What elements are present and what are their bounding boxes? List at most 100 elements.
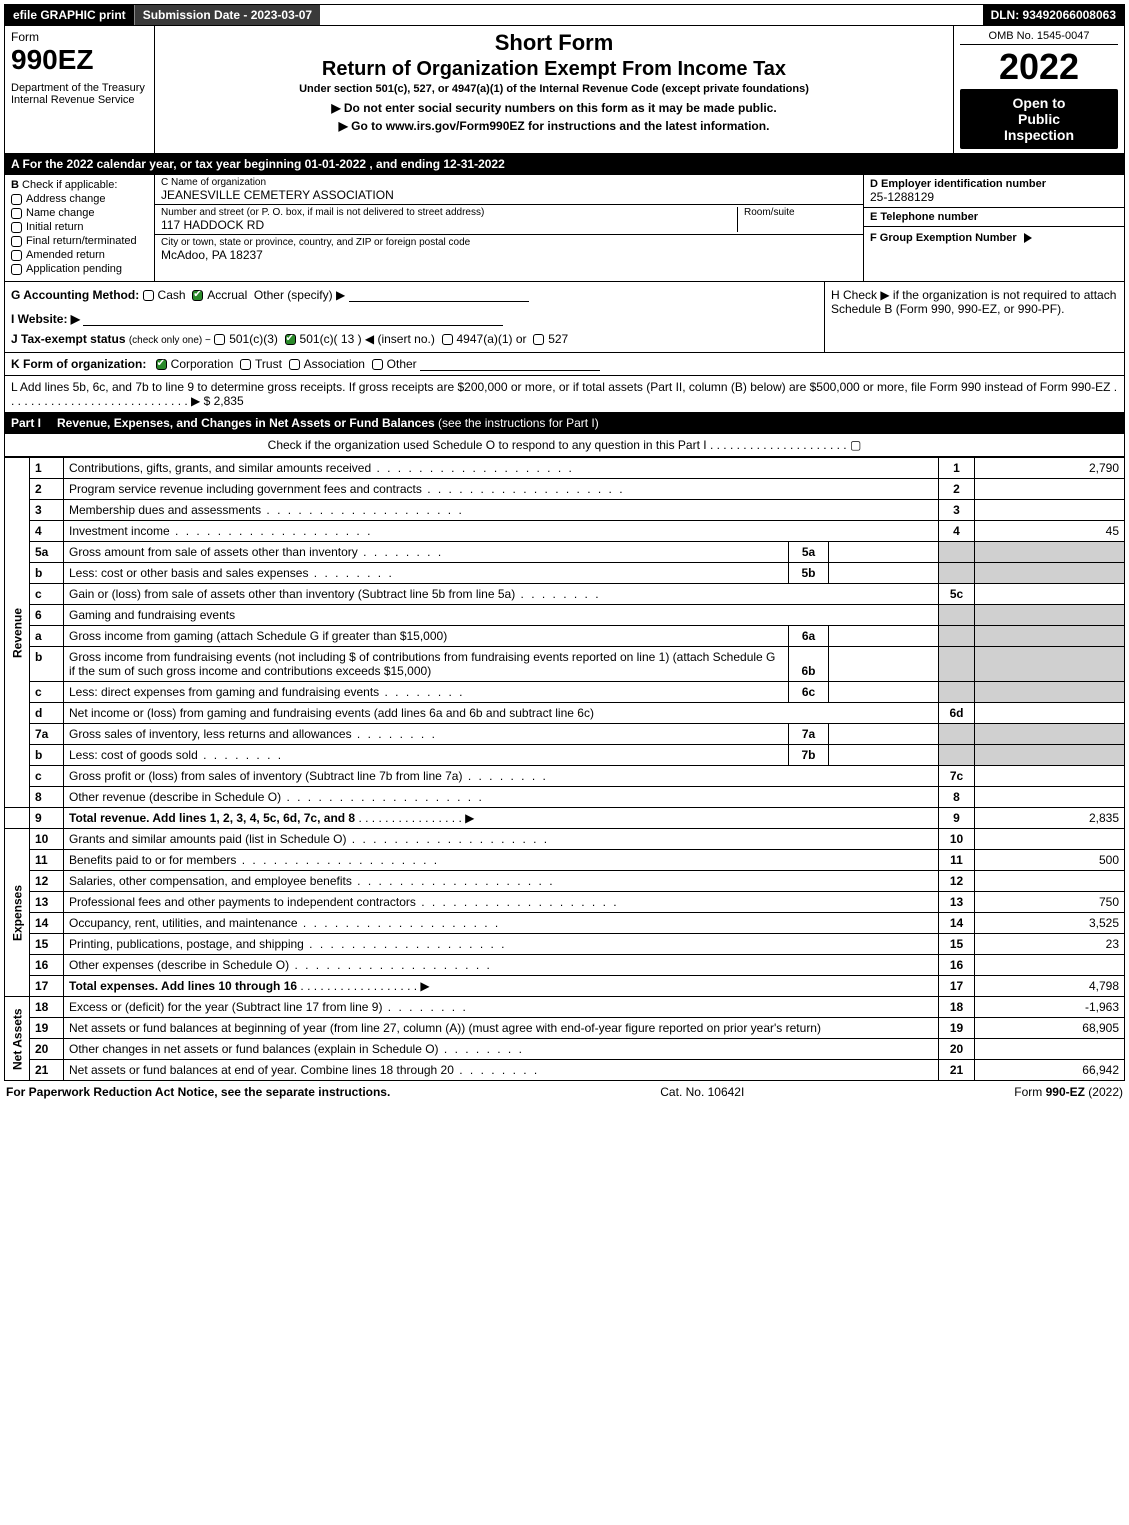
dept-treasury: Department of the Treasury Internal Reve… <box>11 82 148 106</box>
line-6b-rval <box>975 647 1125 682</box>
side-revenue: Revenue <box>5 458 30 808</box>
d-ein-value: 25-1288129 <box>870 190 1118 204</box>
side-expenses: Expenses <box>5 829 30 997</box>
footer-catno: Cat. No. 10642I <box>660 1085 744 1099</box>
chk-association[interactable] <box>289 359 300 370</box>
other-org-input[interactable] <box>420 357 600 371</box>
chk-amended-return[interactable] <box>11 250 22 261</box>
line-13-num: 13 <box>30 892 64 913</box>
line-5b-desc: Less: cost or other basis and sales expe… <box>64 563 789 584</box>
line-6a-rval <box>975 626 1125 647</box>
line-6d-num: d <box>30 703 64 724</box>
line-16-val <box>975 955 1125 976</box>
line-21-row: 21 Net assets or fund balances at end of… <box>5 1060 1125 1081</box>
open-line2: Public <box>964 111 1114 127</box>
line-21-val: 66,942 <box>975 1060 1125 1081</box>
sections-g-h: G Accounting Method: Cash Accrual Other … <box>4 282 1125 353</box>
chk-501c[interactable] <box>285 334 296 345</box>
e-phone-label: E Telephone number <box>870 211 1118 223</box>
chk-application-pending[interactable] <box>11 264 22 275</box>
chk-527[interactable] <box>533 334 544 345</box>
section-h: H Check ▶ if the organization is not req… <box>824 282 1124 352</box>
b-check-if: Check if applicable: <box>22 179 117 191</box>
line-7a-rval <box>975 724 1125 745</box>
line-12-num: 12 <box>30 871 64 892</box>
section-g-i-j: G Accounting Method: Cash Accrual Other … <box>5 282 824 352</box>
line-6c-num: c <box>30 682 64 703</box>
line-6d-val <box>975 703 1125 724</box>
chk-501c3[interactable] <box>214 334 225 345</box>
header-left: Form 990EZ Department of the Treasury In… <box>5 26 155 153</box>
goto-text[interactable]: ▶ Go to www.irs.gov/Form990EZ for instru… <box>339 119 770 133</box>
line-10-val <box>975 829 1125 850</box>
line-21-desc: Net assets or fund balances at end of ye… <box>64 1060 939 1081</box>
footer-paperwork: For Paperwork Reduction Act Notice, see … <box>6 1085 390 1099</box>
other-specify-input[interactable] <box>349 288 529 302</box>
lbl-final-return: Final return/terminated <box>26 235 137 247</box>
line-1-desc: Contributions, gifts, grants, and simila… <box>64 458 939 479</box>
line-6b-subval <box>829 647 939 682</box>
line-15-desc: Printing, publications, postage, and shi… <box>64 934 939 955</box>
line-15-num: 15 <box>30 934 64 955</box>
chk-corporation[interactable] <box>156 359 167 370</box>
line-7c-val <box>975 766 1125 787</box>
dln-label: DLN: 93492066008063 <box>983 5 1124 25</box>
line-16-num: 16 <box>30 955 64 976</box>
line-14-desc: Occupancy, rent, utilities, and maintena… <box>64 913 939 934</box>
line-6c-subval <box>829 682 939 703</box>
line-21-rnum: 21 <box>939 1060 975 1081</box>
lbl-501c3: 501(c)(3) <box>229 332 278 346</box>
chk-initial-return[interactable] <box>11 222 22 233</box>
line-6b-rnum <box>939 647 975 682</box>
line-3-desc: Membership dues and assessments <box>64 500 939 521</box>
website-input[interactable] <box>83 312 503 326</box>
line-6a-num: a <box>30 626 64 647</box>
open-line3: Inspection <box>964 127 1114 143</box>
line-2-rnum: 2 <box>939 479 975 500</box>
line-19-num: 19 <box>30 1018 64 1039</box>
lbl-initial-return: Initial return <box>26 221 83 233</box>
section-c: C Name of organization JEANESVILLE CEMET… <box>155 175 864 281</box>
line-5a-subval <box>829 542 939 563</box>
line-7a-rnum <box>939 724 975 745</box>
line-2-row: 2 Program service revenue including gove… <box>5 479 1125 500</box>
line-7c-row: c Gross profit or (loss) from sales of i… <box>5 766 1125 787</box>
lbl-other-specify: Other (specify) ▶ <box>254 288 345 302</box>
chk-final-return[interactable] <box>11 236 22 247</box>
lbl-trust: Trust <box>255 357 282 371</box>
line-20-rnum: 20 <box>939 1039 975 1060</box>
line-19-val: 68,905 <box>975 1018 1125 1039</box>
line-7c-rnum: 7c <box>939 766 975 787</box>
line-6-num: 6 <box>30 605 64 626</box>
omb-number: OMB No. 1545-0047 <box>960 30 1118 45</box>
efile-label[interactable]: efile GRAPHIC print <box>5 5 134 25</box>
footer-form-ref: Form 990-EZ (2022) <box>1014 1085 1123 1099</box>
chk-accrual[interactable] <box>192 290 203 301</box>
chk-name-change[interactable] <box>11 208 22 219</box>
line-20-desc: Other changes in net assets or fund bala… <box>64 1039 939 1060</box>
line-4-row: 4 Investment income 4 45 <box>5 521 1125 542</box>
lbl-527: 527 <box>548 332 568 346</box>
line-12-desc: Salaries, other compensation, and employ… <box>64 871 939 892</box>
line-11-val: 500 <box>975 850 1125 871</box>
chk-4947[interactable] <box>442 334 453 345</box>
chk-address-change[interactable] <box>11 194 22 205</box>
chk-cash[interactable] <box>143 290 154 301</box>
line-5c-desc: Gain or (loss) from sale of assets other… <box>64 584 939 605</box>
footer-form-post: (2022) <box>1085 1085 1123 1099</box>
form-number: 990EZ <box>11 44 148 76</box>
c-city-label: City or town, state or province, country… <box>161 237 857 248</box>
part-1-tag: Part I <box>11 416 49 430</box>
line-6-desc: Gaming and fundraising events <box>64 605 939 626</box>
chk-other-org[interactable] <box>372 359 383 370</box>
line-12-row: 12 Salaries, other compensation, and emp… <box>5 871 1125 892</box>
i-website-label: I Website: ▶ <box>11 312 80 326</box>
chk-trust[interactable] <box>240 359 251 370</box>
line-3-val <box>975 500 1125 521</box>
line-6c-subnum: 6c <box>789 682 829 703</box>
line-17-desc-bold: Total expenses. Add lines 10 through 16 <box>69 979 297 993</box>
under-section: Under section 501(c), 527, or 4947(a)(1)… <box>161 83 947 95</box>
line-11-num: 11 <box>30 850 64 871</box>
line-13-row: 13 Professional fees and other payments … <box>5 892 1125 913</box>
line-6c-row: c Less: direct expenses from gaming and … <box>5 682 1125 703</box>
